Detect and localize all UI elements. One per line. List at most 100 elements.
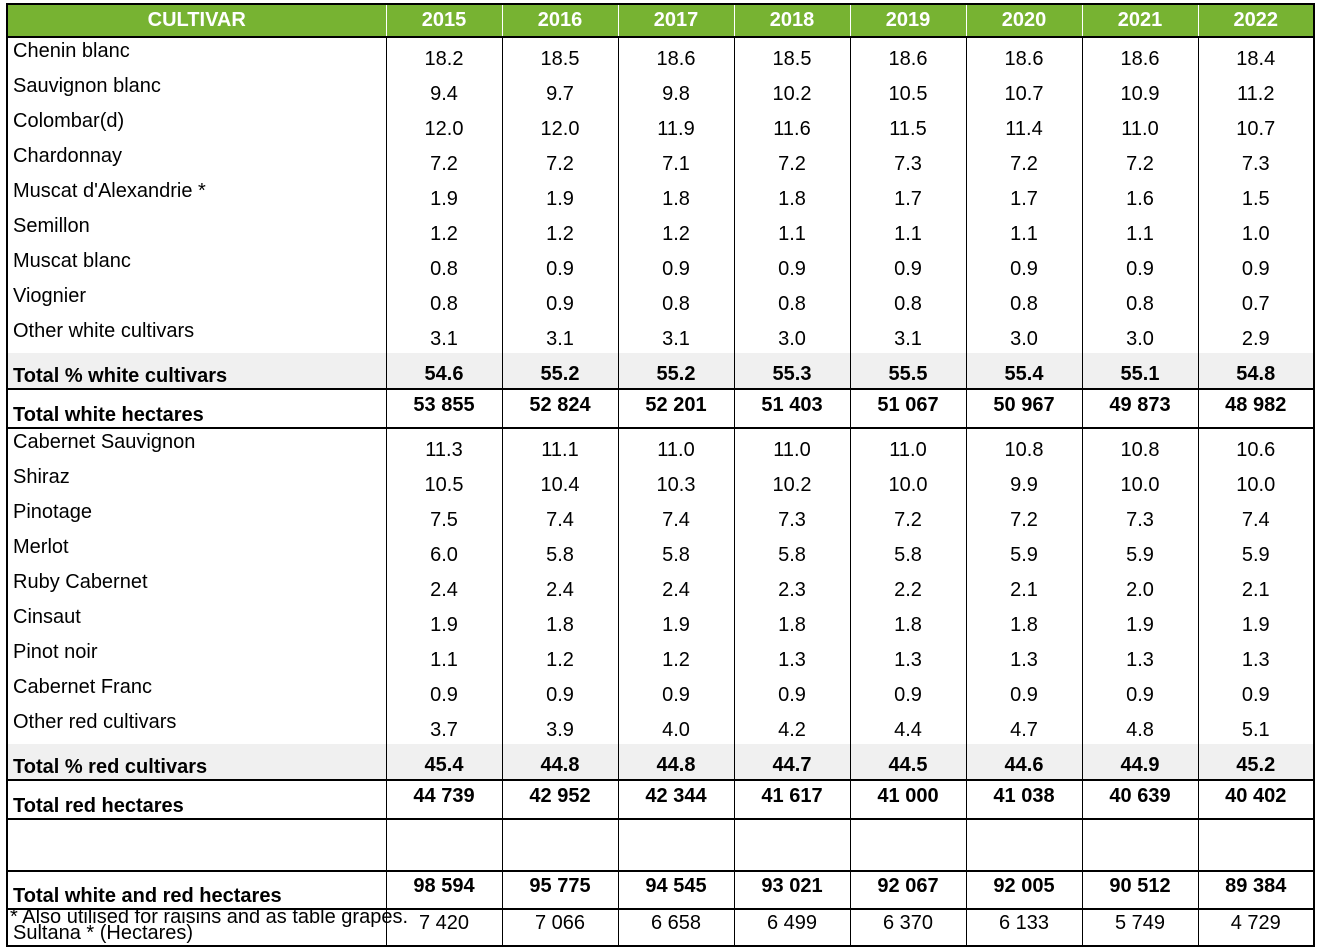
table-cell: 49 873 bbox=[1081, 388, 1199, 429]
column-header-year: 2019 bbox=[849, 3, 967, 38]
table-cell: 6 499 bbox=[733, 909, 851, 946]
row-label: Muscat d'Alexandrie * bbox=[6, 178, 387, 213]
row-label: Other red cultivars bbox=[6, 709, 387, 744]
table-cell: 1.6 bbox=[1081, 178, 1199, 213]
table-cell: 1.3 bbox=[1081, 639, 1199, 674]
table-cell: 7.4 bbox=[501, 499, 619, 534]
table-row: Semillon 1.2 1.2 1.2 1.1 1.1 1.1 1.1 1.0 bbox=[6, 213, 1315, 248]
table-cell: 42 952 bbox=[501, 779, 619, 820]
table-cell: 1.3 bbox=[849, 639, 967, 674]
row-label: Other white cultivars bbox=[6, 318, 387, 353]
table-row: Colombar(d) 12.0 12.0 11.9 11.6 11.5 11.4 11.0 1… bbox=[6, 108, 1315, 143]
table-cell: 1.2 bbox=[501, 213, 619, 248]
table-cell: 12.0 bbox=[385, 108, 503, 143]
table-cell: 40 639 bbox=[1081, 779, 1199, 820]
table-cell: 52 824 bbox=[501, 388, 619, 429]
table-cell: 41 038 bbox=[965, 779, 1083, 820]
table-cell: 44.6 bbox=[965, 744, 1083, 780]
table-cell: 98 594 bbox=[385, 870, 503, 910]
table-row: Ruby Cabernet 2.4 2.4 2.4 2.3 2.2 2.1 2.0 2.1 bbox=[6, 569, 1315, 604]
table-cell: 18.2 bbox=[385, 37, 503, 73]
table-cell: 6.0 bbox=[385, 534, 503, 569]
table-cell: 7.4 bbox=[617, 499, 735, 534]
column-header-cultivar: CULTIVAR bbox=[6, 3, 387, 38]
table-cell: 1.1 bbox=[965, 213, 1083, 248]
table-cell: 7 066 bbox=[501, 909, 619, 946]
empty-cell bbox=[1197, 819, 1315, 871]
table-cell: 1.8 bbox=[849, 604, 967, 639]
table-cell: 55.2 bbox=[617, 353, 735, 389]
table-cell: 7.2 bbox=[385, 143, 503, 178]
table-cell: 53 855 bbox=[385, 388, 503, 429]
table-cell: 55.5 bbox=[849, 353, 967, 389]
table-row: Muscat d'Alexandrie * 1.9 1.9 1.8 1.8 1.7 1.7 1… bbox=[6, 178, 1315, 213]
table-cell: 4.2 bbox=[733, 709, 851, 744]
table-cell: 44 739 bbox=[385, 779, 503, 820]
row-label: Colombar(d) bbox=[6, 108, 387, 143]
table-cell: 4 729 bbox=[1197, 909, 1315, 946]
table-row: Pinotage 7.5 7.4 7.4 7.3 7.2 7.2 7.3 7.4 bbox=[6, 499, 1315, 534]
table-cell: 11.0 bbox=[849, 428, 967, 464]
table-cell: 55.1 bbox=[1081, 353, 1199, 389]
table-cell: 1.8 bbox=[617, 178, 735, 213]
table-cell: 1.5 bbox=[1197, 178, 1315, 213]
table-cell: 18.6 bbox=[1081, 37, 1199, 73]
table-cell: 11.5 bbox=[849, 108, 967, 143]
table-cell: 1.1 bbox=[849, 213, 967, 248]
table-cell: 11.3 bbox=[385, 428, 503, 464]
table-cell: 1.9 bbox=[385, 604, 503, 639]
table-cell: 9.7 bbox=[501, 73, 619, 108]
table-cell: 2.1 bbox=[1197, 569, 1315, 604]
table-cell: 6 133 bbox=[965, 909, 1083, 946]
empty-cell bbox=[6, 819, 387, 871]
row-label: Total % red cultivars bbox=[6, 744, 387, 780]
table-row: Merlot 6.0 5.8 5.8 5.8 5.8 5.9 5.9 5.9 bbox=[6, 534, 1315, 569]
header-row: CULTIVAR 2015 2016 2017 2018 2019 2020 2… bbox=[6, 3, 1315, 38]
row-label: Cinsaut bbox=[6, 604, 387, 639]
table-cell: 11.4 bbox=[965, 108, 1083, 143]
table-row: Shiraz 10.5 10.4 10.3 10.2 10.0 9.9 10.0 10.0 bbox=[6, 464, 1315, 499]
table-cell: 2.9 bbox=[1197, 318, 1315, 353]
row-label: Chardonnay bbox=[6, 143, 387, 178]
row-label: Total white hectares bbox=[6, 388, 387, 429]
table-cell: 0.9 bbox=[501, 283, 619, 318]
table-cell: 44.9 bbox=[1081, 744, 1199, 780]
column-header-year: 2022 bbox=[1197, 3, 1315, 38]
table-cell: 52 201 bbox=[617, 388, 735, 429]
table-cell: 90 512 bbox=[1081, 870, 1199, 910]
table-cell: 10.0 bbox=[1081, 464, 1199, 499]
row-label: Semillon bbox=[6, 213, 387, 248]
table-cell: 95 775 bbox=[501, 870, 619, 910]
table-cell: 1.9 bbox=[501, 178, 619, 213]
row-label: Pinot noir bbox=[6, 639, 387, 674]
table-cell: 4.7 bbox=[965, 709, 1083, 744]
table-cell: 48 982 bbox=[1197, 388, 1315, 429]
table-cell: 5.9 bbox=[1081, 534, 1199, 569]
table-cell: 42 344 bbox=[617, 779, 735, 820]
column-header-year: 2021 bbox=[1081, 3, 1199, 38]
empty-cell bbox=[1081, 819, 1199, 871]
table-body: Chenin blanc 18.2 18.5 18.6 18.5 18.6 18.6 18.6… bbox=[6, 37, 1315, 946]
table-cell: 0.7 bbox=[1197, 283, 1315, 318]
table-cell: 40 402 bbox=[1197, 779, 1315, 820]
table-cell: 1.2 bbox=[501, 639, 619, 674]
table-cell: 1.8 bbox=[733, 604, 851, 639]
table-cell: 4.0 bbox=[617, 709, 735, 744]
table-cell: 18.5 bbox=[501, 37, 619, 73]
row-label: Sauvignon blanc bbox=[6, 73, 387, 108]
table-cell: 0.9 bbox=[1081, 248, 1199, 283]
table-cell: 10.0 bbox=[849, 464, 967, 499]
table-cell: 7.1 bbox=[617, 143, 735, 178]
row-label: Total red hectares bbox=[6, 779, 387, 820]
table-cell: 5.8 bbox=[501, 534, 619, 569]
table-cell: 51 067 bbox=[849, 388, 967, 429]
table-cell: 0.9 bbox=[965, 248, 1083, 283]
table-cell: 0.9 bbox=[733, 248, 851, 283]
table-cell: 7.2 bbox=[733, 143, 851, 178]
table-cell: 7.2 bbox=[1081, 143, 1199, 178]
table-cell: 92 067 bbox=[849, 870, 967, 910]
table-cell: 11.0 bbox=[617, 428, 735, 464]
table-cell: 0.9 bbox=[849, 674, 967, 709]
table-cell: 44.5 bbox=[849, 744, 967, 780]
table-cell: 7.3 bbox=[733, 499, 851, 534]
